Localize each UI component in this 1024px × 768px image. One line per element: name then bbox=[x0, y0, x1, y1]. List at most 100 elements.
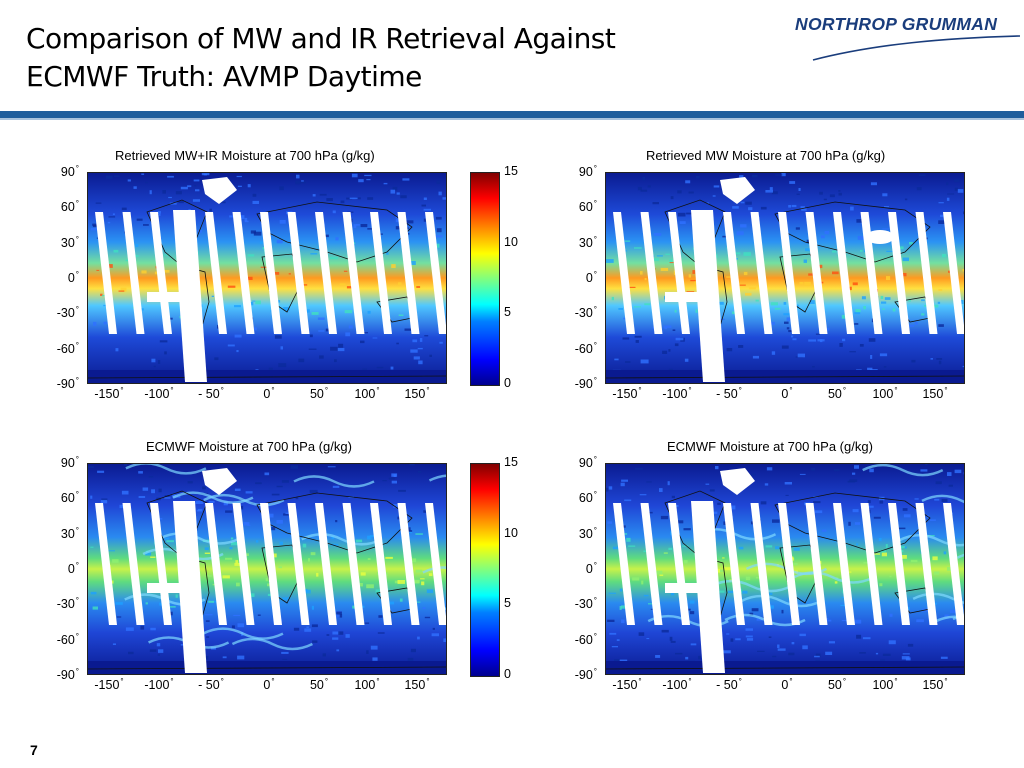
moisture-swirl bbox=[428, 474, 447, 482]
moisture-speckle bbox=[336, 611, 342, 615]
moisture-speckle bbox=[382, 480, 387, 482]
moisture-speckle bbox=[916, 619, 924, 623]
antarctica-outline bbox=[605, 666, 965, 670]
y-tick-label: 0° bbox=[43, 270, 79, 285]
moisture-speckle bbox=[227, 344, 235, 347]
moisture-speckle bbox=[304, 628, 312, 632]
moisture-speckle bbox=[628, 545, 636, 547]
moisture-speckle bbox=[847, 571, 852, 573]
moisture-speckle bbox=[295, 497, 299, 500]
moisture-speckle bbox=[312, 640, 318, 643]
moisture-speckle bbox=[799, 473, 806, 475]
moisture-speckle bbox=[203, 173, 207, 176]
moisture-speckle bbox=[740, 201, 745, 204]
y-tick-value: -90 bbox=[574, 668, 593, 683]
moisture-speckle bbox=[811, 468, 815, 471]
moisture-speckle bbox=[715, 466, 719, 470]
moisture-speckle bbox=[889, 575, 892, 578]
y-tick-value: 60 bbox=[578, 491, 593, 506]
moisture-speckle bbox=[784, 321, 789, 324]
moisture-speckle bbox=[336, 649, 340, 652]
x-tick-value: 0 bbox=[781, 387, 789, 402]
moisture-speckle bbox=[97, 470, 105, 473]
moisture-speckle bbox=[322, 653, 326, 657]
y-tick-value: -60 bbox=[56, 632, 75, 647]
moisture-speckle bbox=[899, 546, 906, 549]
moisture-speckle bbox=[141, 173, 145, 175]
moisture-speckle bbox=[339, 283, 346, 286]
moisture-speckle bbox=[170, 611, 173, 616]
moisture-speckle bbox=[237, 185, 242, 187]
panel-title: ECMWF Moisture at 700 hPa (g/kg) bbox=[667, 439, 873, 454]
moisture-speckle bbox=[806, 239, 811, 244]
moisture-speckle bbox=[933, 571, 940, 575]
moisture-speckle bbox=[943, 551, 947, 555]
moisture-speckle bbox=[752, 355, 759, 359]
moisture-speckle bbox=[916, 187, 922, 191]
moisture-speckle bbox=[717, 301, 724, 305]
orbit-gap bbox=[860, 212, 883, 334]
moisture-speckle bbox=[829, 194, 835, 198]
x-tick-label: - 50° bbox=[188, 386, 234, 401]
moisture-speckle bbox=[962, 365, 965, 368]
moisture-speckle bbox=[157, 360, 161, 364]
moisture-speckle bbox=[149, 649, 157, 652]
degree-symbol: ° bbox=[593, 596, 597, 606]
moisture-speckle bbox=[854, 522, 861, 525]
moisture-speckle bbox=[910, 559, 918, 563]
moisture-speckle bbox=[841, 314, 848, 319]
degree-symbol: ° bbox=[688, 677, 692, 686]
colorbar-tick-label: 15 bbox=[504, 164, 518, 178]
moisture-speckle bbox=[789, 181, 796, 184]
moisture-speckle bbox=[225, 510, 233, 513]
moisture-speckle bbox=[234, 305, 241, 308]
moisture-speckle bbox=[390, 366, 394, 370]
moisture-speckle bbox=[239, 215, 245, 220]
orbit-gap bbox=[668, 503, 690, 625]
moisture-speckle bbox=[400, 195, 407, 199]
degree-symbol: ° bbox=[324, 677, 329, 686]
moisture-speckle bbox=[677, 212, 686, 217]
orbit-gap-wide bbox=[691, 210, 725, 382]
degree-symbol: ° bbox=[688, 386, 692, 395]
moisture-speckle bbox=[420, 578, 425, 580]
missing-data-patch bbox=[147, 583, 181, 593]
moisture-speckle bbox=[616, 639, 620, 641]
colorbar-tick-label: 5 bbox=[504, 305, 511, 320]
moisture-speckle bbox=[868, 338, 876, 342]
tibet-mask bbox=[866, 230, 894, 244]
moisture-speckle bbox=[125, 627, 134, 631]
moisture-speckle bbox=[805, 248, 811, 252]
moisture-speckle bbox=[932, 556, 938, 561]
degree-symbol: ° bbox=[944, 677, 948, 686]
moisture-speckle bbox=[158, 488, 162, 493]
moisture-speckle bbox=[145, 602, 148, 605]
moisture-speckle bbox=[841, 596, 845, 599]
moisture-speckle bbox=[247, 254, 255, 257]
orbit-gap-wide bbox=[173, 501, 207, 673]
moisture-speckle bbox=[316, 572, 319, 577]
moisture-speckle bbox=[892, 308, 896, 312]
moisture-speckle bbox=[236, 175, 242, 178]
moisture-speckle bbox=[319, 193, 327, 196]
orbit-gap bbox=[122, 212, 145, 334]
moisture-speckle bbox=[828, 641, 835, 644]
moisture-speckle bbox=[281, 480, 289, 483]
moisture-speckle bbox=[285, 512, 292, 514]
moisture-speckle bbox=[250, 302, 254, 306]
moisture-speckle bbox=[695, 309, 698, 313]
moisture-speckle bbox=[812, 366, 815, 368]
moisture-speckle bbox=[655, 570, 663, 575]
moisture-speckle bbox=[685, 180, 691, 184]
moisture-speckle bbox=[781, 172, 786, 177]
degree-symbol: ° bbox=[75, 234, 79, 244]
moisture-speckle bbox=[901, 555, 907, 559]
moisture-speckle bbox=[683, 528, 691, 531]
orbit-gap bbox=[888, 212, 910, 334]
degree-symbol: ° bbox=[789, 386, 793, 395]
degree-symbol: ° bbox=[75, 199, 79, 209]
moisture-speckle bbox=[348, 325, 353, 329]
moisture-speckle bbox=[415, 569, 423, 573]
moisture-speckle bbox=[870, 182, 877, 186]
moisture-speckle bbox=[738, 546, 744, 550]
